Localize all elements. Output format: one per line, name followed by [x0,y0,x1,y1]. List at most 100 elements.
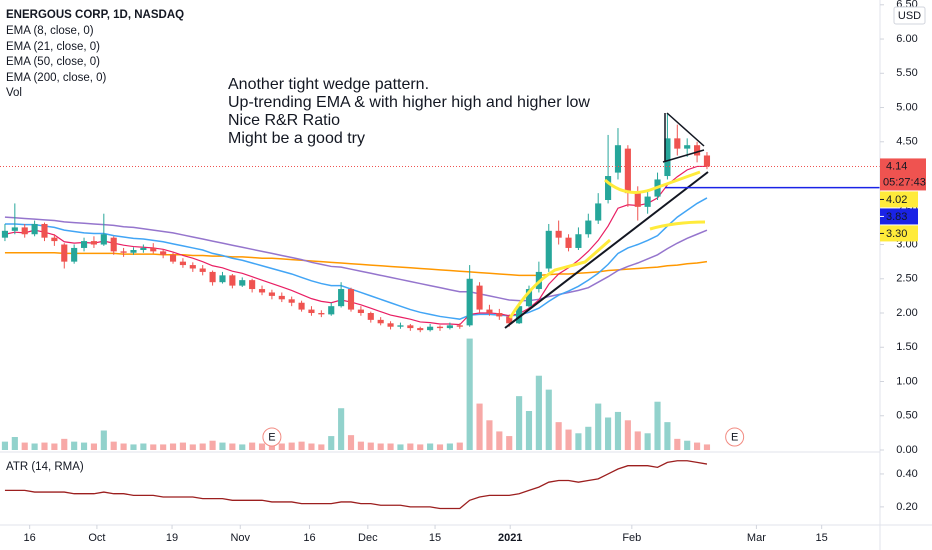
candle-body [179,261,186,266]
annotation-line: Nice R&R Ratio [228,112,340,129]
candle-body [209,271,216,283]
legend-entry: EMA (21, close, 0) [6,41,100,53]
x-tick-label: 15 [816,532,828,544]
volume-bar [31,443,38,450]
candle-body [417,328,424,331]
candle-body [357,309,364,314]
candle-body [41,223,48,238]
volume-bar [565,429,572,450]
volume-bar [555,422,562,450]
candle-body [150,247,157,252]
volume-bar [140,443,147,450]
volume-bar [436,444,444,450]
candle-body [199,268,206,272]
candle-body [516,306,523,324]
volume-bar [575,433,582,450]
axes: 0.000.501.001.502.002.503.003.504.004.50… [24,0,926,544]
volume-bar [179,442,186,450]
legend-entry: EMA (200, close, 0) [6,72,107,84]
candle-body [397,325,404,327]
volume-bar [674,438,681,450]
candle-body [466,278,473,326]
x-tick-label: Mar [747,532,766,544]
candle-body [61,244,68,262]
last-price-label: 4.14 [886,160,907,172]
x-tick-label: Feb [622,532,641,544]
candle-body [239,280,246,286]
volume-bar [516,396,523,450]
candle-body [605,176,612,200]
drawings [0,112,880,329]
volume-bar [466,338,473,450]
trend-line [504,171,709,329]
candle-body [110,237,117,252]
highlight-line [508,238,611,319]
atr-line [4,460,708,510]
candle-body [11,227,18,231]
candle-body [694,145,701,156]
volume-bar [71,441,78,450]
volume-bar [654,401,661,450]
volume-bar [41,442,48,450]
y-tick-label: 5.00 [896,101,917,113]
volume-bar [486,420,493,450]
candle-body [1,230,9,238]
y-tick-label: 1.00 [896,375,917,387]
candle-body [585,220,592,235]
candle-body [664,138,671,177]
volume-bar [110,441,117,450]
candle-body [367,313,374,320]
candle-body [90,241,97,245]
volume-bar [357,441,364,450]
volume-bar [407,443,414,450]
x-tick-label: 16 [24,532,36,544]
candle-body [703,155,711,167]
candle-body [308,309,315,314]
candle-body [427,326,434,331]
volume-bar [476,403,483,450]
legend-entry: EMA (8, close, 0) [6,25,94,37]
candle-body [120,251,127,253]
earnings-label: E [268,431,275,443]
candle-body [160,251,167,255]
candle-body [100,234,107,245]
volume-bar [209,440,216,450]
volume-bar [90,443,97,450]
x-tick-label: 16 [303,532,315,544]
annotation-line: Might be a good try [228,130,365,147]
currency-label[interactable]: USD [898,10,921,22]
price-label-box [880,191,918,208]
volume-bar [347,435,355,450]
highlight-line [649,220,706,231]
volume-bar [278,443,285,450]
volume-bar [506,436,513,450]
price-label-box [880,225,918,242]
x-tick-label: Oct [88,532,105,544]
ema-line [4,165,707,326]
candle-body [130,250,137,253]
volume-bar [377,443,384,450]
ema-line [4,197,708,320]
currency-button[interactable] [893,6,926,25]
annotation-line: Another tight wedge pattern. [228,76,429,93]
volume-bar [614,411,622,450]
volume-bar [318,444,325,450]
volume-bar [100,430,107,450]
y-tick-label: 6.00 [896,33,917,45]
candle-body [278,295,285,300]
y-tick-label: 2.50 [896,273,917,285]
candle-body [318,313,325,315]
legend-entry: Vol [6,87,22,99]
x-tick-label: Dec [358,532,378,544]
y-tick-label: 1.50 [896,341,917,353]
candle-body [219,275,226,283]
wedge-line [666,112,705,147]
candle-body [189,265,196,269]
volume-bar [387,443,394,450]
candle-body [446,325,453,329]
candle-body [377,319,384,324]
candle-body [624,148,631,194]
volume-bar [446,443,453,450]
volume-bar [367,442,374,450]
